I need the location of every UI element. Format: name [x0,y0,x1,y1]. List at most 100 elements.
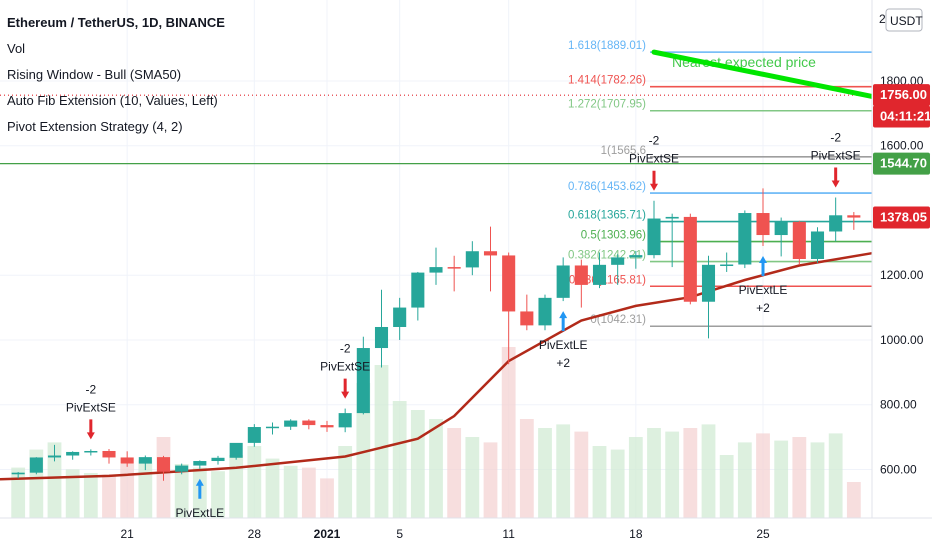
volume-bar [301,467,316,518]
signal-label: PivExtSE [320,360,370,374]
candle-body [229,442,243,458]
volume-bar [83,473,98,518]
volume-bar [102,474,116,518]
candle-body [502,255,516,312]
legend-auto-fib[interactable]: Auto Fib Extension (10, Values, Left) [7,93,218,108]
price-tick-label: 600.00 [880,462,917,476]
volume-bar [374,365,389,518]
volume-bar [429,419,443,518]
fib-level-label: 1.414(1782.26) [568,75,646,87]
candles [11,188,861,481]
fib-level-label: 0.382(1242.21) [568,250,646,262]
candle-body [738,213,752,265]
volume-bar [47,442,62,518]
candle-body [720,264,734,267]
price-tag-label: 04:11:21 [880,109,931,124]
currency-label[interactable]: USDT [890,14,923,28]
candle-body [393,307,407,327]
fib-level-label: 1.618(1889.01) [568,40,646,52]
candle-body [683,216,697,302]
candle-body [465,251,479,268]
volume-bar [283,465,298,518]
volume-bar [120,464,135,518]
signal-count: +2 [756,301,770,315]
volume-bar [65,469,80,518]
candle-body [483,251,498,256]
candle-body [611,257,625,265]
price-tick-label: 1600.00 [880,139,924,153]
legend-symbol[interactable]: Ethereum / TetherUS, 1D, BINANCE [7,15,225,30]
short-signal-arrow [650,170,658,191]
legend-pivot-strategy[interactable]: Pivot Extension Strategy (4, 2) [7,119,183,134]
price-tag [873,84,930,107]
volume-bar [483,442,498,518]
candle-body [193,461,207,466]
volume-bar [810,442,825,518]
price-tag-label: 1378.05 [880,210,927,225]
fib-level-label: 0.786(1453.62) [568,181,646,193]
candle-body [47,455,62,458]
candle-body [302,420,316,426]
time-tick-label: 21 [120,527,134,541]
fib-level-label: 0(1042.31) [590,314,646,326]
candle-body [592,264,607,285]
price-tag-label: 1756.00 [880,87,927,102]
candle-body [120,457,134,464]
volume-bar [701,424,716,518]
volume-bar [846,482,861,518]
signal-count: -2 [649,134,660,148]
fib-level-label: 1.272(1707.95) [568,99,646,111]
price-axis-fragment: 2 [879,12,886,26]
volume-bar [392,401,407,518]
volume-bar [538,428,552,518]
candle-body [102,450,116,458]
time-tick-label: 18 [629,527,643,541]
volume-bar [737,442,752,518]
time-axis: 21 28 2021 5 11 18 25 [0,517,932,550]
price-tag [873,206,930,229]
signal-label: PivExtSE [66,400,116,414]
legend-vol[interactable]: Vol [7,41,25,56]
candle-body [284,420,298,427]
volume-bar [11,467,26,518]
candle-body [338,413,352,428]
candle-body [429,267,443,273]
candle-body [665,216,679,219]
candle-body [138,457,152,464]
volume-bar [320,478,334,518]
fib-level-label: 0.618(1365.71) [568,210,646,222]
candle-body [756,213,770,236]
volume-bar [828,433,843,518]
candle-body [447,267,461,269]
legend-rising-window[interactable]: Rising Window - Bull (SMA50) [7,67,181,82]
volume-bar [592,446,607,518]
time-tick-label: 28 [248,527,262,541]
signal-count: -2 [85,382,96,396]
volume-bar [792,437,807,518]
volume-bar [174,464,189,518]
currency-button[interactable] [885,8,923,32]
price-tag-label: 1544.70 [880,156,927,171]
price-tag [873,152,930,175]
volume-bar [410,410,425,518]
volume-bar [338,446,353,518]
candle-body [847,215,861,218]
volume-bars [11,347,861,518]
volume-bar [519,419,534,518]
candle-body [320,425,334,428]
volume-bar [774,440,789,518]
pivot-signals: PivExtSE -2 PivExtLE PivExtSE -2 PivExtLE +2 Pi… [66,130,861,519]
signal-count: -2 [830,130,841,144]
candle-body [629,255,643,258]
volume-bar [556,424,571,518]
signal-count: -2 [340,342,351,356]
candle-body [701,264,716,302]
signal-label: PivExtSE [811,148,861,162]
volume-bar [628,437,643,518]
candle-body [411,272,425,308]
candle-body [829,215,843,232]
candle-body [175,465,189,472]
time-tick-label: 2021 [314,527,341,541]
trend-arrow [651,49,875,99]
